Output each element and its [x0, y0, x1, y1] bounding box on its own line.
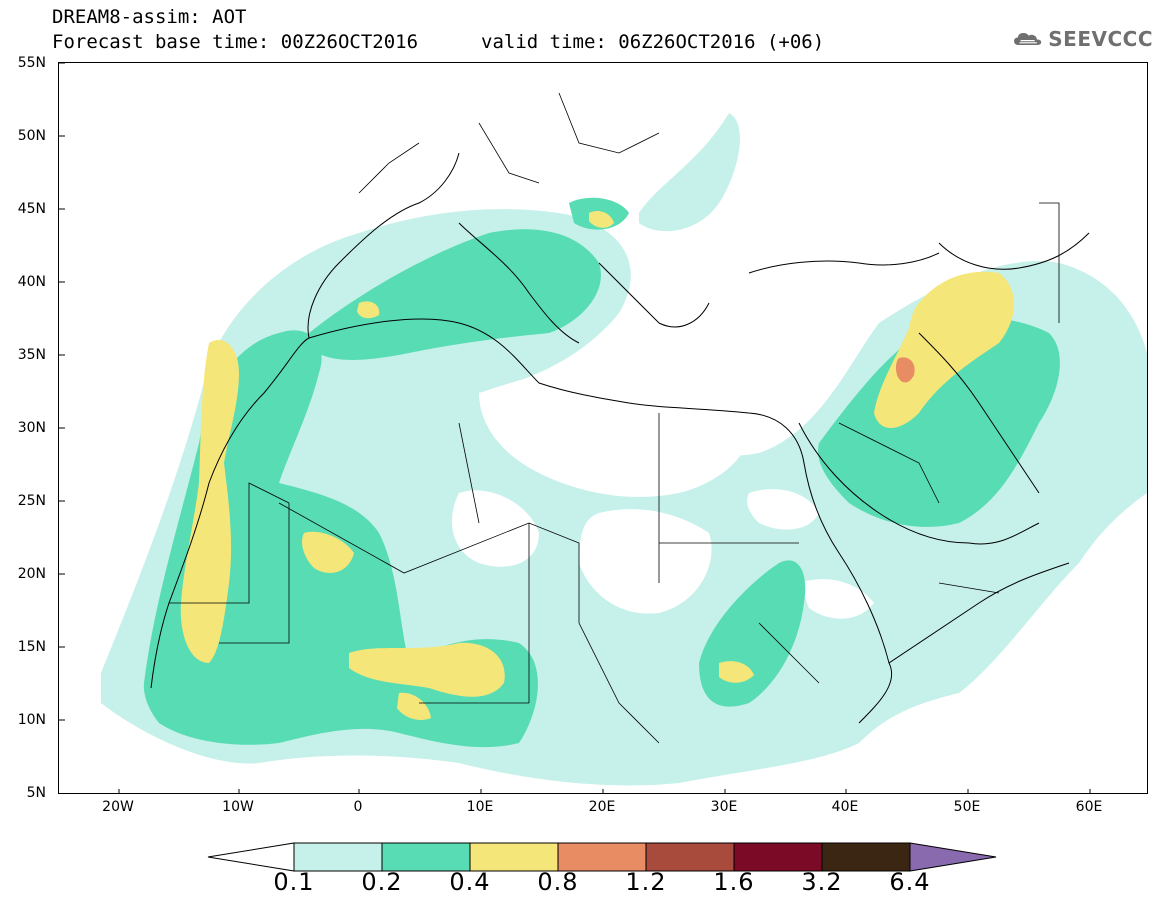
lon-label-40e: 40E	[831, 799, 859, 815]
map-canvas	[59, 63, 1147, 793]
aot-map	[58, 62, 1148, 794]
forecast-base-time: Forecast base time: 00Z26OCT2016	[52, 31, 419, 53]
colorbar-segment-0-4	[469, 842, 559, 872]
colorbar-label-0-1: 0.1	[273, 868, 315, 896]
lon-label-50e: 50E	[953, 799, 981, 815]
lon-label-10w: 10W	[222, 799, 254, 815]
lon-label-60e: 60E	[1075, 799, 1103, 815]
country-borders	[169, 92, 1060, 744]
lat-label-55n: 55N	[17, 55, 46, 71]
coastlines	[150, 152, 1090, 724]
lat-label-30n: 30N	[17, 420, 46, 436]
lat-label-35n: 35N	[17, 347, 46, 363]
colorbar-segment-3-2	[821, 842, 911, 872]
colorbar-label-0-8: 0.8	[537, 868, 579, 896]
colorbar-label-0-4: 0.4	[449, 868, 491, 896]
colorbar-segment-above-6-4	[909, 842, 997, 872]
aot-band-0-4	[180, 211, 1014, 720]
colorbar-label-3-2: 3.2	[801, 868, 843, 896]
colorbar-segment-0-2	[381, 842, 471, 872]
lat-label-5n: 5N	[26, 785, 46, 801]
lat-label-50n: 50N	[17, 128, 46, 144]
colorbar-label-1-2: 1.2	[625, 868, 667, 896]
lat-label-40n: 40N	[17, 274, 46, 290]
colorbar-segment-0-8	[557, 842, 647, 872]
map-title: DREAM8-assim: AOT	[52, 6, 247, 28]
lon-label-0: 0	[353, 799, 363, 815]
colorbar-segment-1-2	[645, 842, 735, 872]
lon-label-20w: 20W	[102, 799, 134, 815]
colorbar-segment-0-1	[293, 842, 383, 872]
colorbar-label-1-6: 1.6	[713, 868, 755, 896]
lat-label-25n: 25N	[17, 493, 46, 509]
aot-band-below-0-1	[451, 363, 874, 619]
seevccc-logo: SEEVCCC	[1013, 22, 1153, 56]
lat-label-15n: 15N	[17, 639, 46, 655]
lat-label-20n: 20N	[17, 566, 46, 582]
colorbar-label-6-4: 6.4	[889, 868, 931, 896]
colorbar-label-0-2: 0.2	[361, 868, 403, 896]
lon-label-30e: 30E	[710, 799, 738, 815]
lon-label-20e: 20E	[588, 799, 616, 815]
map-graticule-ticks	[59, 63, 1091, 793]
lat-label-10n: 10N	[17, 712, 46, 728]
colorbar-segment-below-0-1	[207, 842, 295, 872]
lon-label-10e: 10E	[466, 799, 494, 815]
cloud-icon	[1014, 33, 1042, 45]
lat-label-45n: 45N	[17, 201, 46, 217]
colorbar-segment-1-6	[733, 842, 823, 872]
valid-time: valid time: 06Z26OCT2016 (+06)	[481, 31, 825, 53]
logo-text: SEEVCCC	[1048, 27, 1153, 51]
colorbar	[207, 842, 997, 872]
aot-band-0-8	[895, 357, 915, 383]
